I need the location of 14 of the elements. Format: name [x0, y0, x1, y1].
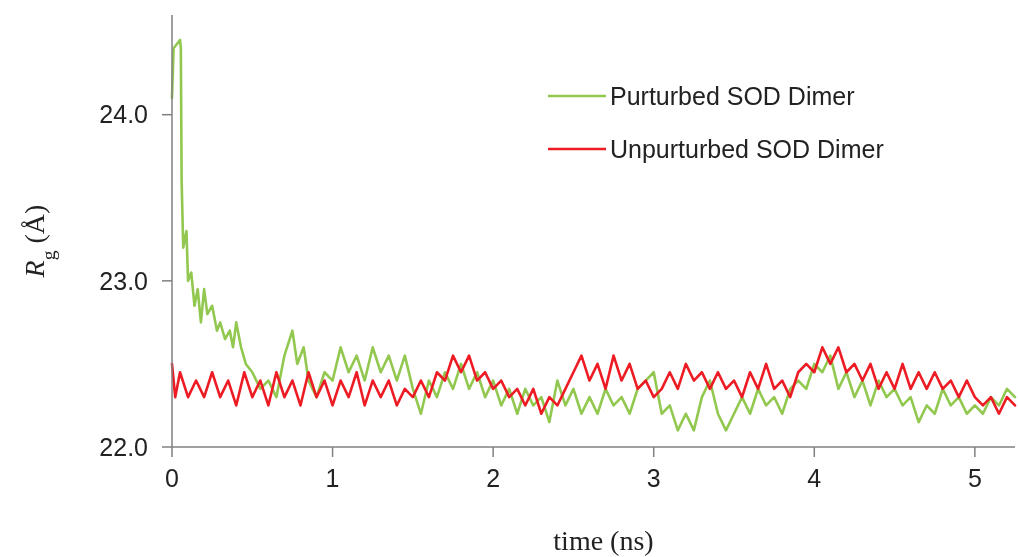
x-tick-label: 5 — [967, 464, 982, 492]
legend-label: Purturbed SOD Dimer — [610, 81, 855, 110]
y-tick-label: 23.0 — [99, 266, 148, 295]
legend-label: Unpurturbed SOD Dimer — [610, 134, 884, 163]
x-tick-label: 2 — [486, 464, 501, 492]
line-series — [170, 346, 1017, 416]
x-tick-label: 0 — [165, 464, 179, 492]
line-series — [170, 38, 1017, 432]
y-tick-label: 22.0 — [99, 432, 148, 461]
y-tick-label: 24.0 — [99, 100, 148, 129]
x-axis-title: time (ns) — [553, 525, 654, 556]
x-tick-label: 3 — [646, 464, 661, 492]
x-tick-label: 4 — [807, 464, 822, 492]
x-tick-label: 1 — [325, 464, 340, 492]
